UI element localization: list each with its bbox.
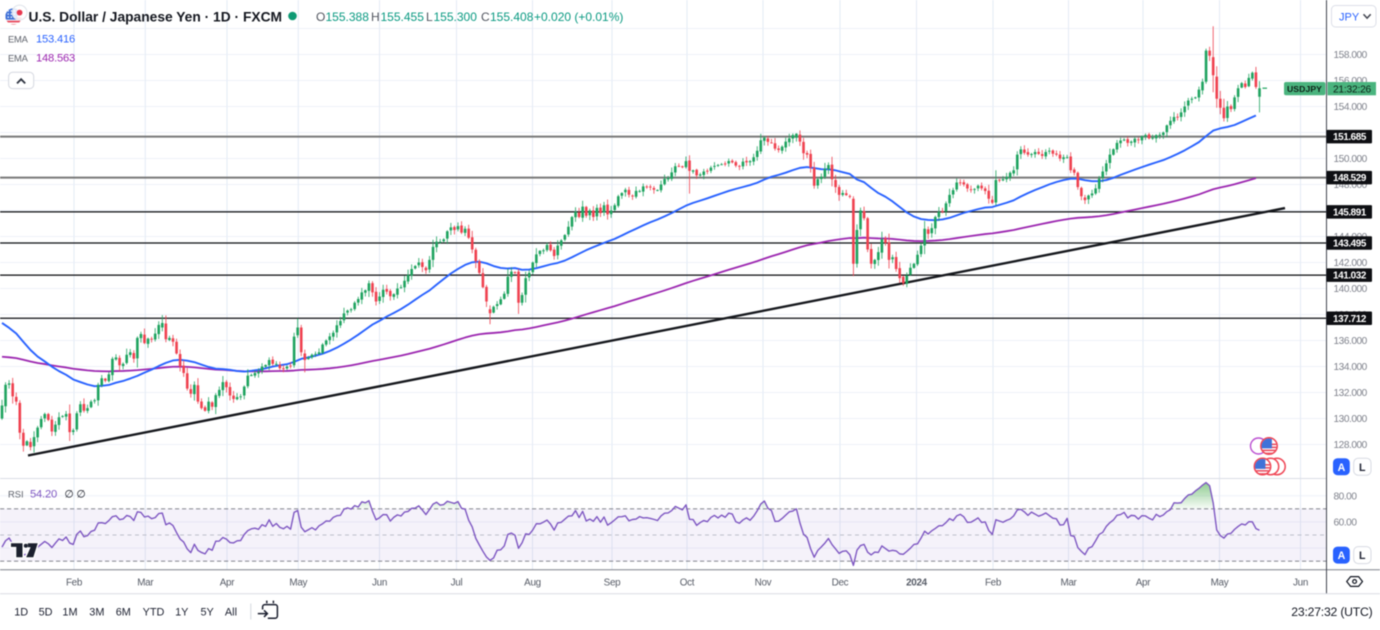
svg-text:Dec: Dec	[832, 578, 849, 589]
svg-text:May: May	[289, 578, 307, 589]
svg-text:Aug: Aug	[524, 578, 541, 589]
svg-text:Feb: Feb	[985, 578, 1002, 589]
svg-text:Jun: Jun	[1293, 578, 1308, 589]
svg-text:USDJPY: USDJPY	[1287, 84, 1322, 94]
svg-text:5Y: 5Y	[201, 607, 215, 619]
svg-text:RSI: RSI	[8, 489, 24, 500]
svg-text:140.000: 140.000	[1334, 284, 1368, 295]
svg-text:Jul: Jul	[451, 578, 463, 589]
svg-text:148.000: 148.000	[1334, 180, 1368, 191]
svg-text:150.000: 150.000	[1334, 154, 1368, 165]
svg-text:130.000: 130.000	[1334, 414, 1368, 425]
svg-text:Jun: Jun	[372, 578, 387, 589]
svg-text:U.S. Dollar / Japanese Yen · 1: U.S. Dollar / Japanese Yen · 1D · FXCM	[29, 10, 283, 25]
svg-text:∅: ∅	[65, 489, 74, 501]
svg-text:A: A	[1338, 462, 1346, 474]
svg-text:145.891: 145.891	[1333, 208, 1367, 219]
svg-text:L: L	[1359, 462, 1366, 474]
svg-text:156.000: 156.000	[1334, 76, 1368, 87]
svg-text:May: May	[1211, 578, 1229, 589]
svg-text:EMA: EMA	[8, 33, 29, 44]
svg-text:L: L	[1359, 550, 1366, 562]
svg-text:80.00: 80.00	[1334, 491, 1358, 502]
svg-text:JPY: JPY	[1339, 11, 1360, 23]
svg-text:YTD: YTD	[143, 607, 165, 619]
svg-text:Feb: Feb	[66, 578, 83, 589]
svg-text:Oct: Oct	[680, 578, 695, 589]
svg-text:134.000: 134.000	[1334, 362, 1368, 373]
svg-text:∅: ∅	[77, 489, 86, 501]
svg-text:137.712: 137.712	[1333, 314, 1367, 325]
svg-text:Sep: Sep	[604, 578, 621, 589]
svg-text:153.416: 153.416	[36, 34, 75, 46]
svg-text:21:32:26: 21:32:26	[1333, 84, 1372, 95]
svg-text:148.529: 148.529	[1333, 173, 1367, 184]
svg-text:Mar: Mar	[137, 578, 154, 589]
svg-text:Nov: Nov	[755, 578, 772, 589]
svg-text:Mar: Mar	[1060, 578, 1077, 589]
svg-text:5D: 5D	[39, 607, 53, 619]
svg-text:All: All	[225, 607, 237, 619]
svg-text:1M: 1M	[62, 607, 77, 619]
svg-text:151.685: 151.685	[1333, 132, 1367, 143]
svg-text:2024: 2024	[906, 578, 928, 589]
svg-text:132.000: 132.000	[1334, 388, 1368, 399]
svg-text:136.000: 136.000	[1334, 336, 1368, 347]
svg-text:A: A	[1338, 550, 1346, 562]
svg-text:23:27:32 (UTC): 23:27:32 (UTC)	[1291, 605, 1372, 619]
svg-text:EMA: EMA	[8, 52, 29, 63]
svg-text:154.000: 154.000	[1334, 102, 1368, 113]
svg-text:143.495: 143.495	[1333, 239, 1367, 250]
svg-text:60.00: 60.00	[1334, 518, 1358, 529]
svg-text:142.000: 142.000	[1334, 258, 1368, 269]
svg-text:141.032: 141.032	[1333, 271, 1367, 282]
svg-text:54.20: 54.20	[30, 489, 57, 501]
svg-text:3M: 3M	[89, 607, 104, 619]
svg-text:Apr: Apr	[220, 578, 235, 589]
svg-text:158.000: 158.000	[1334, 50, 1368, 61]
svg-text:1D: 1D	[14, 607, 28, 619]
svg-text:6M: 6M	[116, 607, 131, 619]
svg-text:128.000: 128.000	[1334, 440, 1368, 451]
svg-text:1Y: 1Y	[175, 607, 189, 619]
svg-text:Apr: Apr	[1136, 578, 1151, 589]
svg-text:148.563: 148.563	[36, 53, 75, 65]
